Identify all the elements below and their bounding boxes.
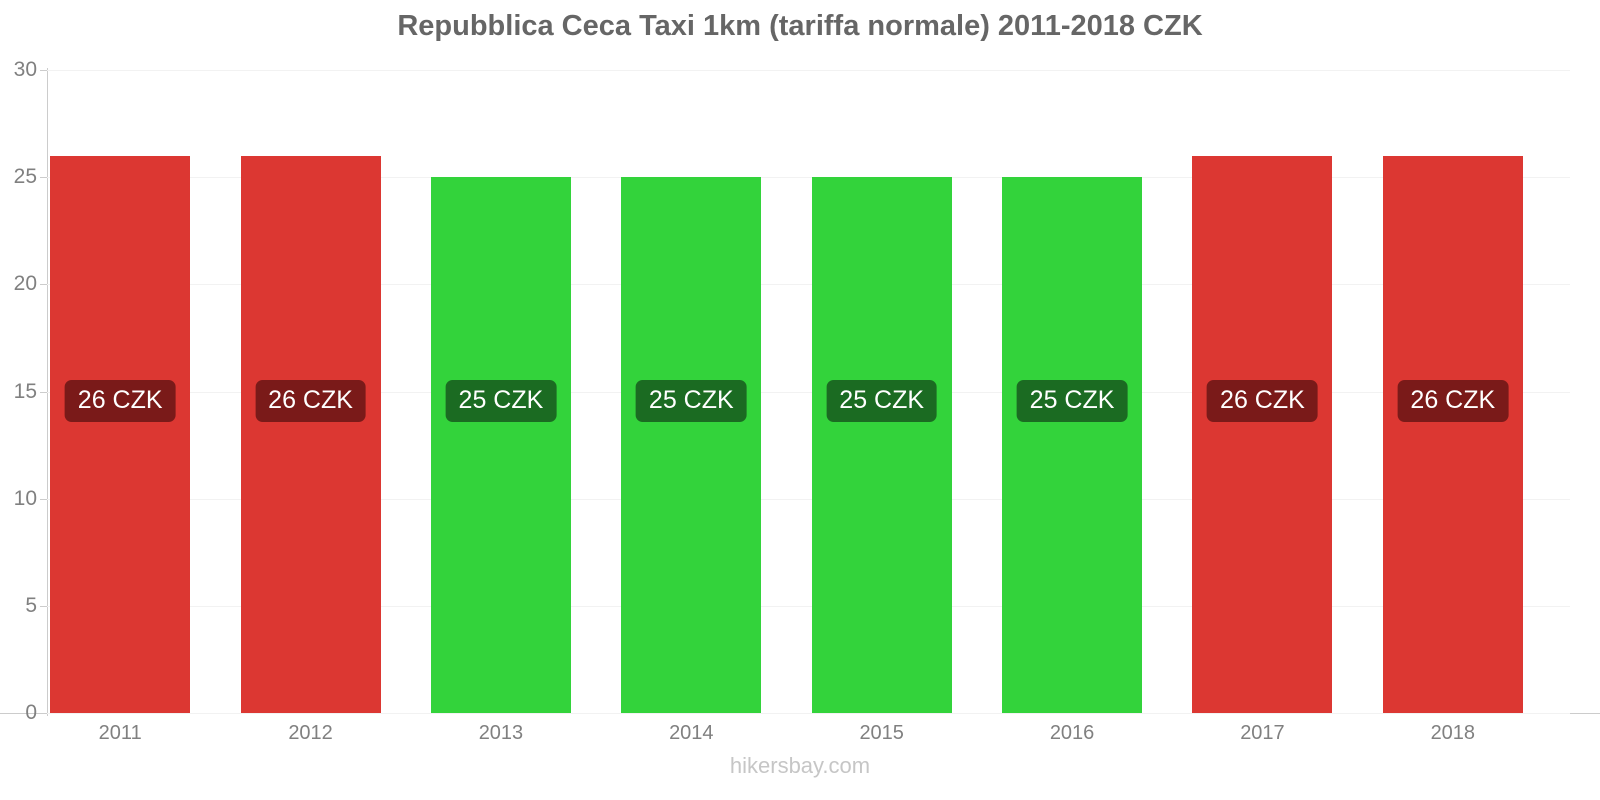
bar[interactable]: 26 CZK [1382, 155, 1523, 713]
y-axis-tick-label: 0 [25, 701, 37, 724]
plot-area: 26 CZK 26 CZK 25 CZK 25 CZK 25 CZK 25 CZK 26 C… [47, 70, 1570, 714]
gridline [47, 70, 1570, 71]
source-watermark: hikersbay.com [729, 753, 871, 778]
gridline [47, 605, 1570, 607]
x-axis-tick-label: 2015 [859, 722, 904, 744]
x-axis-tick-label: 2011 [98, 722, 142, 744]
y-axis-tick-mark [40, 284, 47, 286]
bar-value-label: 26 CZK [1397, 380, 1509, 422]
x-axis-tick-label: 2012 [288, 722, 333, 744]
y-axis-tick-mark [40, 605, 47, 607]
x-axis-tick-label: 2016 [1049, 722, 1095, 744]
y-axis-tick-label: 30 [13, 58, 37, 81]
bar-value-label: 26 CZK [255, 380, 366, 422]
bar-value-label: 25 CZK [826, 380, 938, 422]
gridline [47, 177, 1570, 179]
gridline [47, 498, 1570, 500]
bar[interactable]: 25 CZK [811, 177, 952, 713]
bar[interactable]: 25 CZK [621, 177, 762, 713]
y-axis-tick-mark [40, 391, 47, 393]
gridline [47, 284, 1570, 286]
y-axis-tick-label: 10 [13, 486, 37, 510]
gridline [47, 391, 1570, 393]
bar[interactable]: 26 CZK [1192, 155, 1333, 713]
y-axis-tick-label: 20 [13, 272, 37, 296]
gridline [47, 713, 1570, 714]
bar-value-label: 25 CZK [445, 380, 557, 422]
chart-title: Repubblica Ceca Taxi 1km (tariffa normal… [397, 10, 1203, 42]
y-axis-tick-mark [40, 713, 47, 714]
bar[interactable]: 25 CZK [430, 177, 571, 713]
bar[interactable]: 26 CZK [240, 155, 381, 713]
x-axis-tick-label: 2014 [669, 722, 714, 744]
bar-value-label: 26 CZK [64, 380, 176, 422]
y-axis-tick-mark [40, 70, 47, 71]
y-axis-tick-label: 25 [13, 165, 37, 189]
y-axis-tick-mark [40, 177, 47, 179]
x-axis-tick-label: 2018 [1430, 722, 1476, 744]
x-axis-tick-label: 2017 [1240, 722, 1285, 744]
bar-value-label: 25 CZK [635, 380, 747, 422]
bar-value-label: 25 CZK [1016, 380, 1128, 422]
y-axis-tick-label: 5 [25, 593, 37, 617]
y-axis-tick-mark [40, 498, 47, 500]
bar[interactable]: 25 CZK [1002, 177, 1143, 713]
bar[interactable]: 26 CZK [50, 155, 191, 713]
y-axis-tick-label: 15 [13, 379, 37, 403]
x-axis-tick-label: 2013 [478, 722, 524, 744]
bar-value-label: 26 CZK [1207, 380, 1318, 422]
